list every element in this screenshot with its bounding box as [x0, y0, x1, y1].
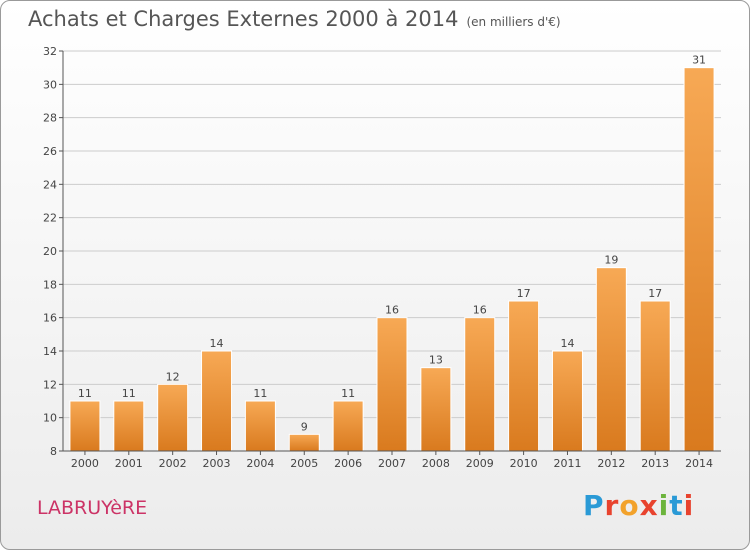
y-tick-label: 24	[43, 178, 57, 191]
x-tick-label: 2000	[71, 457, 99, 470]
bar-value-label: 13	[429, 354, 443, 367]
logo-letter: P	[583, 489, 605, 522]
bar-value-label: 11	[253, 387, 267, 400]
y-tick-label: 10	[43, 412, 57, 425]
bar	[288, 433, 320, 452]
x-tick-label: 2013	[641, 457, 669, 470]
x-tick-label: 2007	[378, 457, 406, 470]
y-tick-label: 22	[43, 212, 57, 225]
y-tick-label: 26	[43, 145, 57, 158]
y-tick-label: 32	[43, 45, 57, 58]
bar-value-label: 16	[385, 304, 399, 317]
bar-layer: 11 11 12 14 11 9 11 16 13 16 17 14 19 17 31	[69, 54, 715, 452]
bar-value-label: 17	[517, 287, 531, 300]
y-tick-label: 20	[43, 245, 57, 258]
logo-letter: t	[669, 489, 684, 522]
x-tick-label: 2012	[597, 457, 625, 470]
x-tick-label: 2009	[466, 457, 494, 470]
y-tick-label: 12	[43, 378, 57, 391]
chart-title-text: Achats et Charges Externes 2000 à 2014	[28, 7, 459, 31]
y-tick-label: 16	[43, 312, 57, 325]
bar-value-label: 19	[604, 254, 618, 267]
bar	[201, 350, 233, 452]
x-tick-label: 2010	[510, 457, 538, 470]
x-tick-label: 2008	[422, 457, 450, 470]
bar	[595, 267, 627, 452]
y-tick-label: 28	[43, 112, 57, 125]
x-tick-label: 2003	[203, 457, 231, 470]
bar-value-label: 17	[648, 287, 662, 300]
x-tick-label: 2002	[159, 457, 187, 470]
bar-value-label: 11	[78, 387, 92, 400]
bar	[420, 367, 452, 452]
bar-value-label: 9	[301, 420, 308, 433]
x-tick-label: 2001	[115, 457, 143, 470]
x-tick-label: 2011	[553, 457, 581, 470]
y-tick-label: 18	[43, 278, 57, 291]
x-tick-label: 2005	[290, 457, 318, 470]
bar	[376, 317, 408, 452]
bar-value-label: 11	[341, 387, 355, 400]
bar	[157, 383, 189, 452]
bar	[508, 300, 540, 452]
bar-value-label: 11	[122, 387, 136, 400]
bar	[332, 400, 364, 452]
x-tick-label: 2006	[334, 457, 362, 470]
logo-letter: r	[604, 489, 620, 522]
bar	[69, 400, 101, 452]
bar-value-label: 16	[473, 304, 487, 317]
bar-value-label: 14	[560, 337, 574, 350]
y-tick-label: 8	[50, 445, 57, 458]
bar-value-label: 14	[210, 337, 224, 350]
bar	[113, 400, 145, 452]
commune-name: LABRUYèRE	[37, 497, 148, 519]
chart-title: Achats et Charges Externes 2000 à 2014 (e…	[28, 7, 561, 31]
bar	[464, 317, 496, 452]
bar	[244, 400, 276, 452]
x-tick-label: 2014	[685, 457, 713, 470]
y-tick-label: 14	[43, 345, 57, 358]
logo-letter: i	[658, 489, 670, 522]
x-tick-label: 2004	[246, 457, 274, 470]
bar-value-label: 31	[692, 54, 706, 67]
chart-subtitle: (en milliers d'€)	[466, 15, 561, 29]
logo-letter: o	[619, 489, 640, 522]
axis-layer: 8 10 12 14 16 18 20 22 24 26 28 30 32 2000 2001 2002 200…	[43, 45, 721, 470]
logo-letter: i	[683, 489, 695, 522]
y-tick-label: 30	[43, 78, 57, 91]
logo-letter: x	[639, 489, 659, 522]
bar	[639, 300, 671, 452]
bar	[551, 350, 583, 452]
proxiti-logo: Proxiti	[583, 489, 694, 522]
bar-value-label: 12	[166, 370, 180, 383]
bar	[683, 67, 715, 452]
